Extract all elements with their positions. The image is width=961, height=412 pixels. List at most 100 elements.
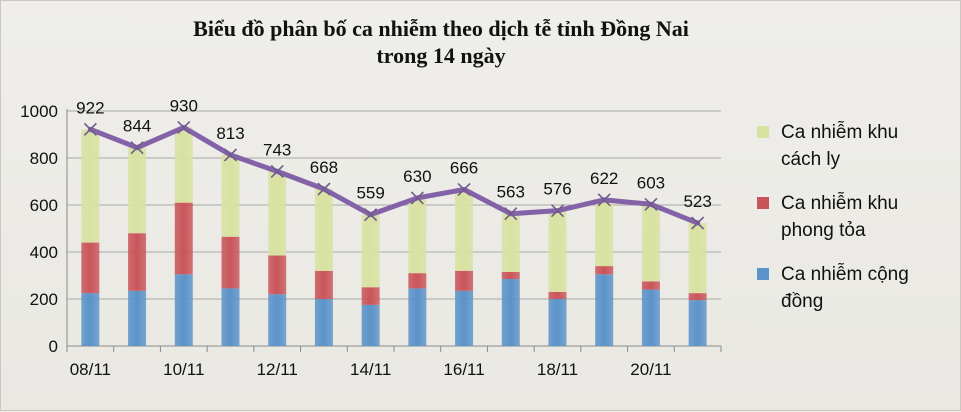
x-tick-label: 20/11 [630, 360, 671, 379]
total-marker-stroke [504, 207, 518, 221]
y-tick-label: 0 [49, 337, 58, 356]
legend-swatch-cach-ly [757, 126, 769, 138]
total-marker-stroke [550, 204, 565, 218]
bar-segment-cach-ly [221, 154, 240, 237]
total-data-label: 576 [543, 180, 571, 199]
bar-segment-cong-dong [128, 290, 147, 346]
bar-segment-cach-ly [501, 213, 520, 272]
total-marker [270, 164, 284, 178]
legend-label-cach-ly-line-1: Ca nhiễm khu [781, 122, 899, 143]
total-data-label: 743 [263, 140, 291, 159]
bar-segment-cong-dong [314, 299, 333, 346]
bar-segment-phong-toa [174, 202, 193, 275]
bar-segment-cach-ly [641, 204, 660, 282]
legend-item-cach-ly: Ca nhiễm khu cách ly [753, 119, 958, 173]
total-data-label: 563 [497, 183, 525, 202]
bar-segment-cach-ly [268, 171, 287, 256]
total-marker-stroke [317, 182, 331, 196]
chart-title-line-2: trong 14 ngày [376, 43, 506, 68]
bar-segment-cach-ly [174, 127, 193, 203]
total-data-label: 668 [310, 158, 338, 177]
legend-item-phong-toa: Ca nhiễm khu phong tỏa [753, 190, 958, 244]
bar-segment-cach-ly [361, 214, 380, 288]
bar-segment-cong-dong [81, 293, 100, 346]
bar-segment-phong-toa [314, 270, 333, 299]
total-marker [83, 122, 97, 136]
bar-segment-cong-dong [595, 274, 614, 346]
legend-label-cach-ly-line-2: cách ly [781, 149, 841, 170]
total-marker-stroke [691, 216, 705, 230]
total-marker [130, 141, 144, 155]
total-marker-stroke [410, 191, 424, 205]
legend-label-cong-dong-line-1: Ca nhiễm cộng [781, 264, 909, 285]
x-tick-label: 08/11 [70, 360, 111, 379]
bar-segment-cong-dong [361, 304, 380, 346]
total-marker [410, 191, 424, 205]
x-tick-label: 12/11 [257, 360, 298, 379]
bar-segment-phong-toa [548, 291, 567, 299]
total-marker-stroke [83, 122, 97, 136]
legend-label-phong-toa-line-2: phong tỏa [781, 220, 866, 241]
bar-segment-cong-dong [548, 299, 567, 346]
total-line [87, 124, 701, 226]
legend-label-phong-toa-line-1: Ca nhiễm khu [781, 193, 899, 214]
bar-segment-cach-ly [314, 189, 333, 271]
total-marker-stroke [270, 164, 284, 178]
bar-segment-cong-dong [455, 290, 474, 346]
legend: Ca nhiễm khu cách ly Ca nhiễm khu phong … [753, 119, 958, 332]
legend-item-cong-dong: Ca nhiễm cộng đồng [753, 261, 958, 315]
total-marker [457, 182, 471, 197]
legend-label-cong-dong-line-2: đồng [781, 291, 824, 312]
total-marker-stroke [597, 193, 611, 207]
total-data-label: 844 [123, 117, 151, 136]
total-marker [597, 193, 611, 207]
total-data-label: 559 [356, 184, 384, 203]
bar-segment-cach-ly [81, 129, 100, 243]
bar-segment-phong-toa [361, 287, 380, 305]
y-tick-label: 200 [30, 290, 58, 309]
bar-segment-phong-toa [501, 271, 520, 280]
total-data-label: 813 [216, 124, 244, 143]
bar-segment-phong-toa [268, 255, 287, 295]
total-marker [691, 216, 705, 230]
bar-segment-phong-toa [221, 236, 240, 289]
bar-segment-cong-dong [268, 294, 287, 346]
bar-segment-cong-dong [501, 279, 520, 346]
bar-segment-phong-toa [641, 281, 660, 290]
total-marker [317, 182, 331, 196]
bar-segment-cach-ly [128, 147, 147, 234]
total-marker-stroke [457, 182, 471, 197]
total-marker-stroke [177, 120, 191, 135]
x-tick-label: 14/11 [350, 360, 391, 379]
bar-segment-cong-dong [174, 274, 193, 346]
bar-segment-cach-ly [455, 189, 474, 271]
chart-title: Biểu đồ phân bố ca nhiễm theo dịch tễ tỉ… [121, 15, 761, 69]
y-tick-label: 600 [30, 196, 58, 215]
legend-swatch-cong-dong [757, 268, 769, 280]
total-marker [177, 120, 191, 135]
total-marker [550, 204, 565, 218]
total-marker-stroke [223, 148, 238, 162]
total-data-label: 666 [450, 158, 478, 177]
bar-segment-phong-toa [408, 273, 427, 289]
total-marker [644, 197, 658, 211]
total-data-label: 622 [590, 169, 618, 188]
bar-segment-cach-ly [688, 223, 707, 294]
bar-segment-phong-toa [595, 266, 614, 275]
total-marker-stroke [644, 197, 658, 211]
y-tick-label: 1000 [20, 102, 58, 121]
x-tick-label: 10/11 [163, 360, 204, 379]
chart-title-line-1: Biểu đồ phân bố ca nhiễm theo dịch tễ tỉ… [193, 16, 689, 41]
bar-segment-cach-ly [595, 199, 614, 267]
x-tick-label: 16/11 [443, 360, 484, 379]
total-marker [364, 208, 378, 222]
bar-segment-phong-toa [81, 242, 100, 294]
total-data-label: 630 [403, 167, 431, 186]
total-marker-stroke [364, 208, 378, 222]
x-tick-label: 18/11 [537, 360, 578, 379]
total-data-label: 930 [170, 96, 198, 115]
y-tick-label: 400 [30, 243, 58, 262]
bar-segment-cach-ly [548, 210, 567, 292]
